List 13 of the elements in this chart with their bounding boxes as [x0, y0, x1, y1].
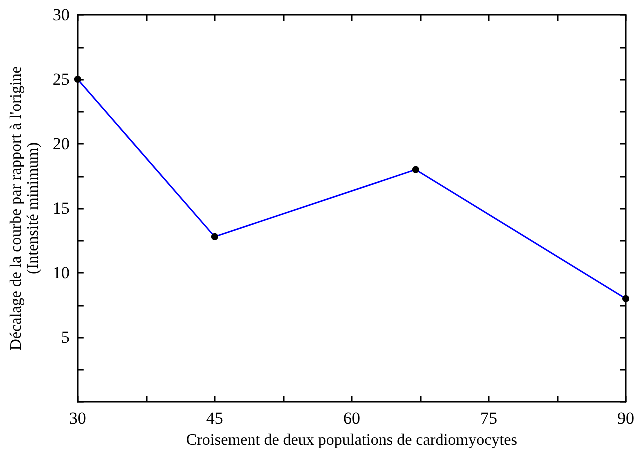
x-axis-title: Croisement de deux populations de cardiomyocytes [186, 432, 518, 449]
x-tick-label: 90 [618, 409, 634, 428]
y-tick-label: 20 [52, 134, 70, 154]
y-tick-label: 30 [52, 6, 70, 24]
x-tick-label: 60 [343, 409, 360, 428]
y-axis-title: Décalage de la courbe par rapport à l'origine (Intensité minimum) [8, 66, 42, 351]
x-tick-label: 75 [480, 409, 498, 428]
x-tick-label: 30 [69, 409, 86, 428]
y-tick-label: 10 [52, 264, 70, 283]
y-tick-label: 5 [61, 328, 70, 348]
x-tick-label: 45 [206, 409, 224, 428]
y-tick-label: 15 [52, 199, 70, 218]
y-tick-label: 25 [52, 70, 70, 90]
